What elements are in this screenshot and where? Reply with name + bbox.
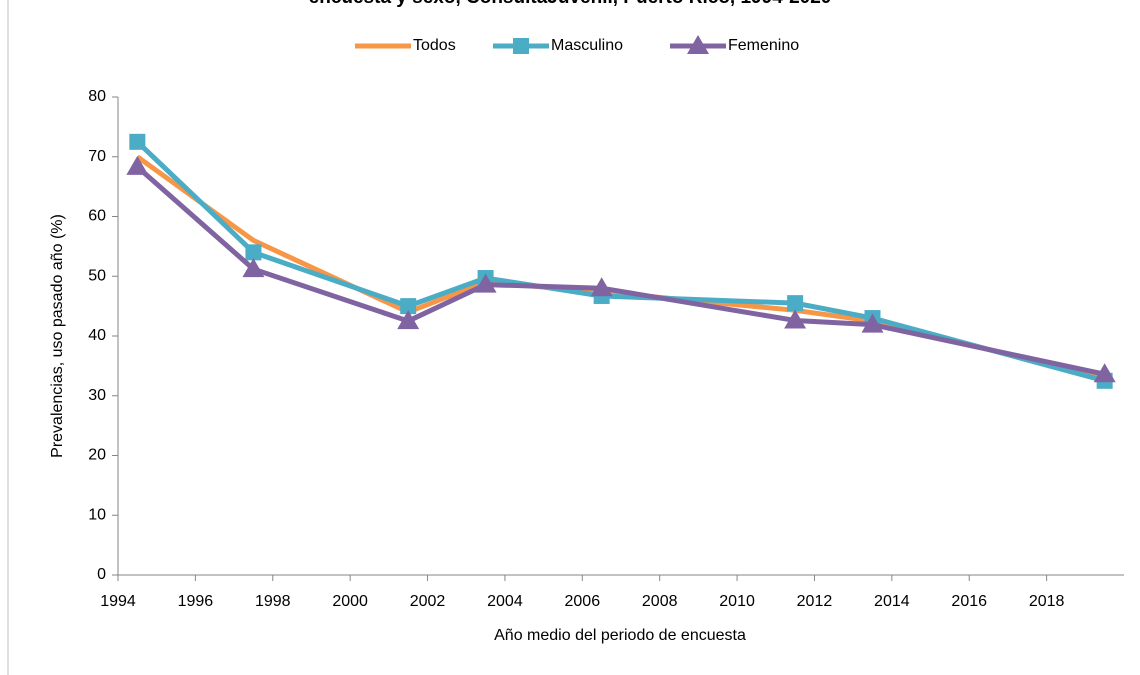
marker [784,309,807,329]
chart-frame [7,0,9,675]
x-tick-label: 1996 [178,593,214,610]
x-tick-label: 2014 [874,593,910,610]
x-tick-label: 2010 [719,593,755,610]
marker [245,244,262,261]
y-tick-label: 50 [88,267,106,284]
y-tick-label: 0 [97,566,106,583]
chart-title: encuesta y sexo, ConsultaJuvenil, Puerto… [309,0,832,8]
marker [242,258,265,278]
y-axis-title: Prevalencias, uso pasado año (%) [49,214,66,458]
marker [861,313,884,333]
x-tick-label: 1994 [100,593,136,610]
x-tick-label: 2006 [565,593,601,610]
legend-label: Femenino [728,37,799,54]
marker [1093,363,1116,383]
y-tick-label: 40 [88,327,106,344]
marker [787,295,804,312]
legend-label: Todos [413,37,456,54]
marker [590,277,613,297]
y-tick-label: 10 [88,506,106,523]
x-tick-label: 2004 [487,593,523,610]
marker [474,273,497,293]
legend-label: Masculino [551,37,623,54]
y-tick-label: 30 [88,387,106,404]
series-line [135,165,1106,377]
x-tick-label: 2016 [951,593,987,610]
marker [126,155,149,175]
x-tick-label: 1998 [255,593,291,610]
x-tick-label: 2018 [1029,593,1065,610]
legend-marker [687,35,709,54]
x-tick-label: 2008 [642,593,678,610]
marker [129,133,146,150]
x-tick-label: 2012 [797,593,833,610]
y-tick-label: 20 [88,447,106,464]
marker [400,298,417,315]
marker [397,310,420,330]
legend-marker [513,38,529,54]
x-tick-label: 2000 [332,593,368,610]
y-tick-label: 60 [88,208,106,225]
y-tick-label: 80 [88,88,106,105]
x-axis-title: Año medio del periodo de encuesta [494,627,746,644]
x-tick-label: 2002 [410,593,446,610]
y-tick-label: 70 [88,148,106,165]
